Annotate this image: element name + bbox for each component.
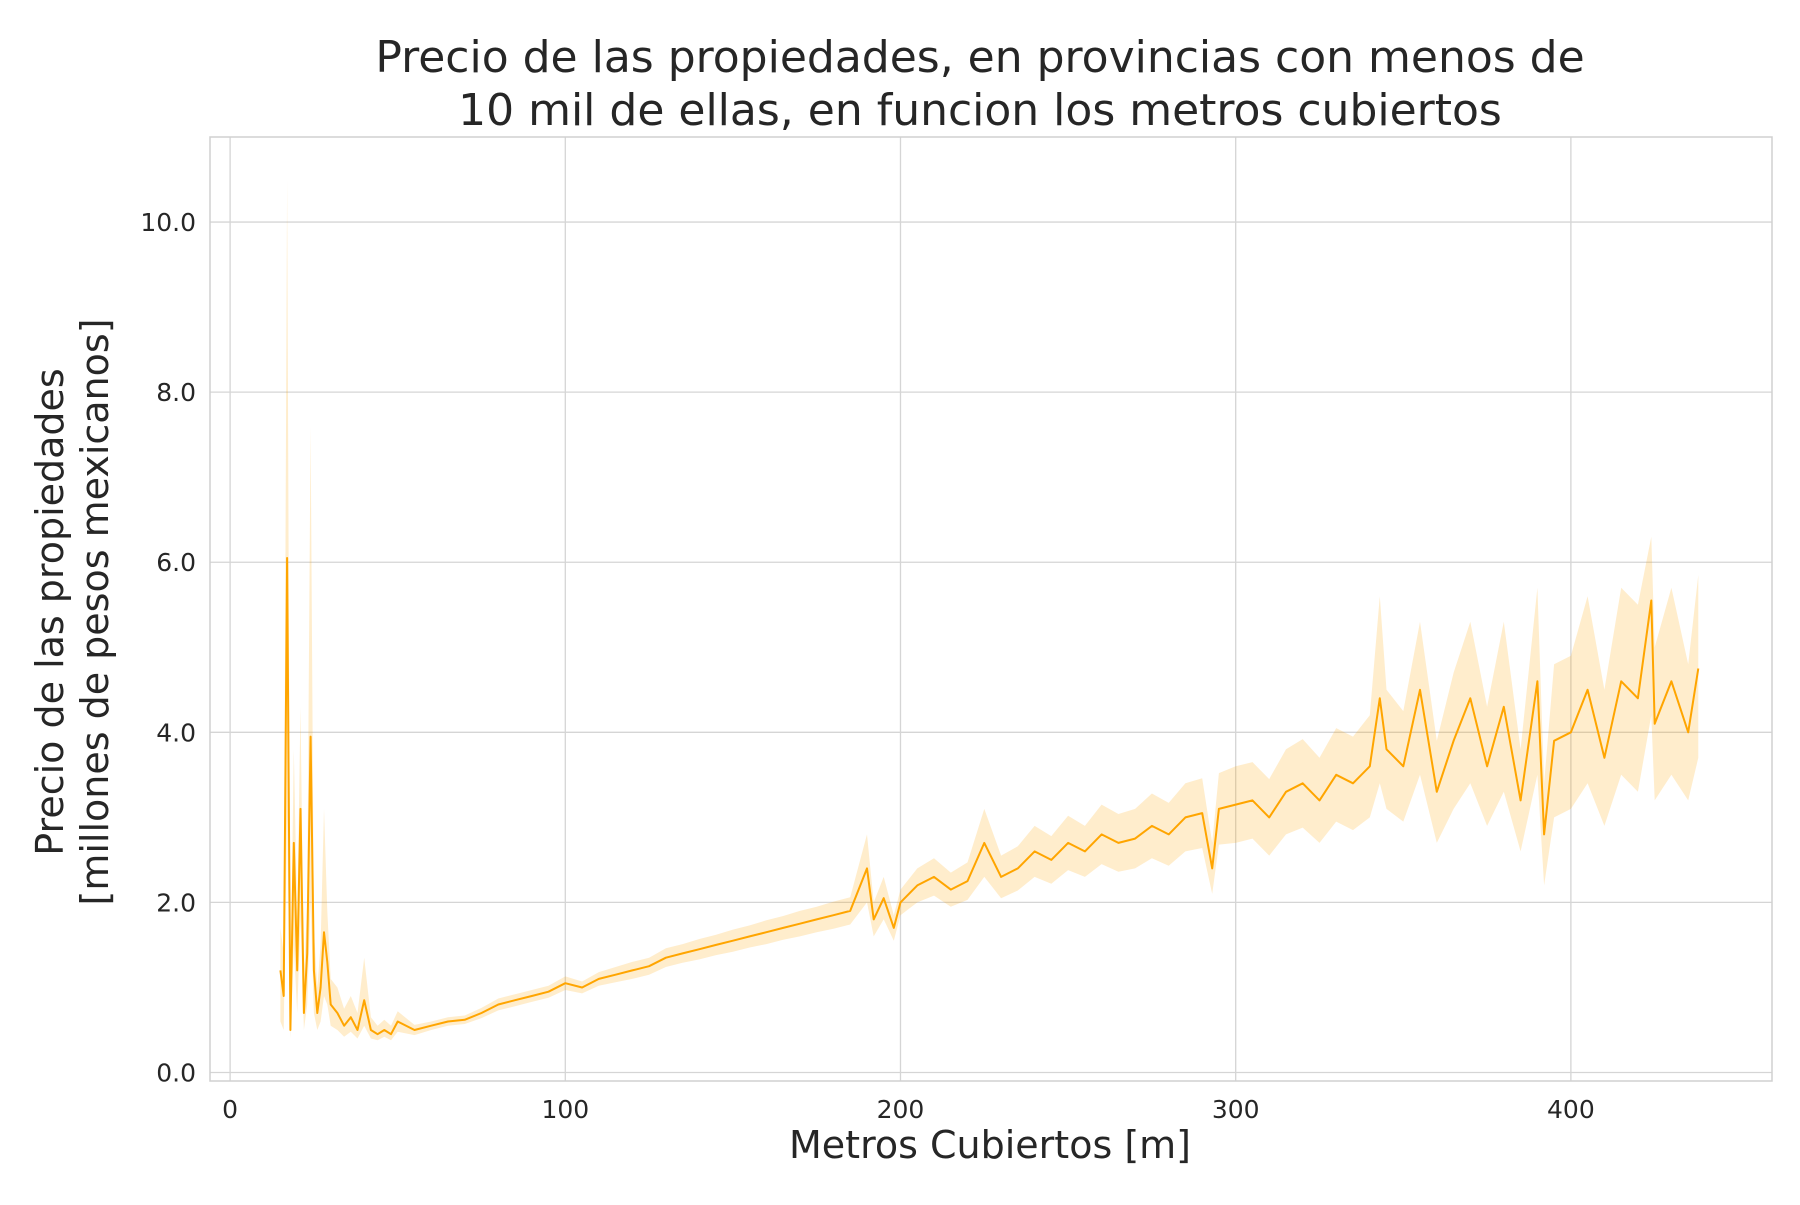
y-tick-label: 4.0	[156, 718, 196, 747]
confidence-band-layer	[280, 179, 1699, 1041]
x-tick-label: 300	[1212, 1095, 1260, 1124]
y-tick-label: 2.0	[156, 888, 196, 917]
y-tick-label: 0.0	[156, 1058, 196, 1087]
y-axis-label-group-2: [millones de pesos mexicanos]	[73, 318, 117, 905]
x-axis-ticks: 0 100 200 300 400	[222, 1095, 1595, 1124]
y-axis-label-group: Precio de las propiedades	[28, 368, 72, 855]
y-axis-ticks: 0.0 2.0 4.0 6.0 8.0 10.0	[140, 208, 196, 1087]
x-axis-label: Metros Cubiertos [m]	[789, 1123, 1191, 1167]
y-tick-label: 8.0	[156, 378, 196, 407]
grid	[210, 137, 1772, 1081]
x-tick-label: 0	[222, 1095, 238, 1124]
y-tick-label: 6.0	[156, 548, 196, 577]
x-tick-label: 400	[1547, 1095, 1595, 1124]
x-tick-label: 200	[877, 1095, 925, 1124]
series-line	[279, 557, 1700, 1036]
chart-title-line-1: Precio de las propiedades, en provincias…	[375, 32, 1584, 83]
chart-title-line-2: 10 mil de ellas, en funcion los metros c…	[458, 85, 1502, 136]
series-line-layer	[279, 557, 1700, 1036]
plot-frame	[209, 136, 1773, 1082]
y-axis-label-line-2: [millones de pesos mexicanos]	[73, 318, 117, 905]
y-tick-label: 10.0	[140, 208, 196, 237]
y-axis-label-line-1: Precio de las propiedades	[28, 368, 72, 855]
confidence-band	[280, 179, 1699, 1041]
x-tick-label: 100	[541, 1095, 589, 1124]
